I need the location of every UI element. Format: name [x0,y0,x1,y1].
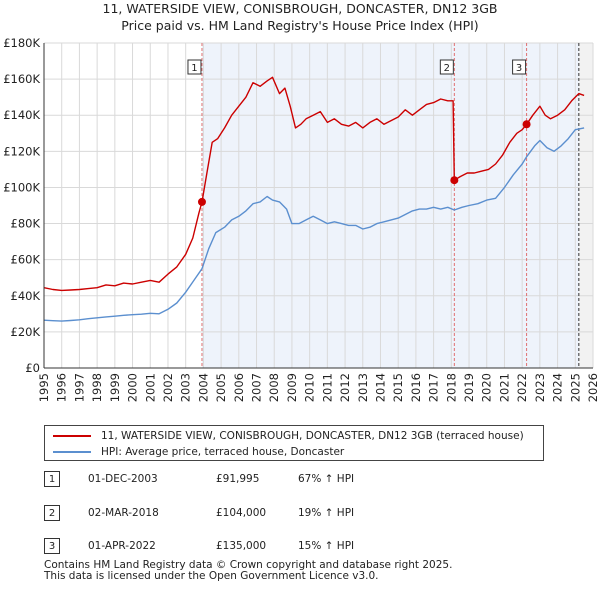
x-tick-label: 2023 [533,373,547,402]
footer: Contains HM Land Registry data © Crown c… [44,560,452,582]
property-price-line [43,76,585,292]
chart-title-line1: 11, WATERSIDE VIEW, CONISBROUGH, DONCAST… [103,1,498,16]
legend-swatch-property [53,435,91,437]
y-tick-label: £180K [3,36,40,50]
legend-swatch-hpi [53,451,91,453]
transaction-hpi-change: 67% ↑ HPI [298,473,355,485]
x-tick-label: 1998 [90,373,104,402]
legend: 11, WATERSIDE VIEW, CONISBROUGH, DONCAST… [44,425,544,461]
x-tick-label: 2026 [586,373,600,402]
transaction-price: £135,000 [216,540,267,552]
x-tick-label: 2019 [462,373,476,402]
sale-marker-label: 1 [191,63,197,74]
sale-marker-box [439,59,454,75]
transaction-row: 2 02-MAR-2018 £104,000 19% ↑ HPI [44,505,374,525]
y-tick-label: £20K [11,325,41,339]
y-tick-label: £80K [11,217,41,231]
transaction-number: 1 [44,471,60,487]
x-tick-label: 2013 [356,373,370,402]
sale-marker-label: 2 [444,63,450,74]
owned-period-shade [201,43,579,368]
transaction-number: 3 [44,538,60,554]
sale-marker-label: 3 [516,63,522,74]
legend-item-property: 11, WATERSIDE VIEW, CONISBROUGH, DONCAST… [53,428,524,444]
sale-marker-box [512,59,527,75]
x-tick-label: 2009 [285,373,299,402]
hpi-line [43,127,585,322]
x-tick-label: 2002 [161,373,175,402]
y-tick-label: £40K [11,289,41,303]
x-tick-label: 2004 [196,373,210,402]
x-tick-label: 2014 [373,373,387,402]
transaction-price: £104,000 [216,507,267,519]
y-tick-label: £120K [3,144,40,158]
x-tick-label: 2011 [320,373,334,402]
x-tick-label: 2000 [126,373,140,402]
x-tick-label: 2006 [232,373,246,402]
x-tick-label: 1995 [37,373,51,402]
legend-label-hpi: HPI: Average price, terraced house, Donc… [101,446,345,458]
x-tick-label: 2005 [214,373,228,402]
y-tick-label: £100K [3,180,40,194]
sale-point [450,176,459,185]
sale-point [197,197,206,206]
legend-item-hpi: HPI: Average price, terraced house, Donc… [53,444,344,460]
x-tick-label: 2007 [250,373,264,402]
future-shade [578,43,593,368]
transaction-date: 01-DEC-2003 [88,473,158,485]
transaction-hpi-change: 19% ↑ HPI [298,507,355,519]
x-tick-label: 2022 [515,373,529,402]
x-tick-label: 2008 [267,373,281,402]
footer-copyright: Contains HM Land Registry data © Crown c… [44,559,453,571]
x-tick-label: 1999 [108,373,122,402]
transaction-date: 02-MAR-2018 [88,507,159,519]
x-tick-label: 2010 [303,373,317,402]
transaction-row: 1 01-DEC-2003 £91,995 67% ↑ HPI [44,471,374,491]
y-tick-label: £160K [3,72,40,86]
footer-licence: This data is licensed under the Open Gov… [44,570,379,582]
x-tick-label: 1996 [55,373,69,402]
x-tick-label: 2024 [551,373,565,402]
y-tick-label: £0 [25,361,40,375]
x-tick-label: 2025 [568,373,582,402]
x-tick-label: 1997 [72,373,86,402]
transaction-row: 3 01-APR-2022 £135,000 15% ↑ HPI [44,538,374,558]
x-tick-label: 2015 [391,373,405,402]
price-chart: 11, WATERSIDE VIEW, CONISBROUGH, DONCAST… [3,1,600,402]
x-tick-label: 2003 [179,373,193,402]
transaction-date: 01-APR-2022 [88,540,156,552]
sale-point [522,120,531,129]
x-tick-label: 2021 [497,373,511,402]
x-tick-label: 2017 [427,373,441,402]
x-tick-label: 2016 [409,373,423,402]
y-tick-label: £140K [3,108,40,122]
chart-title-line2: Price paid vs. HM Land Registry's House … [121,18,478,33]
transaction-price: £91,995 [216,473,260,485]
transaction-hpi-change: 15% ↑ HPI [298,540,355,552]
transaction-number: 2 [44,505,60,521]
x-tick-label: 2001 [143,373,157,402]
legend-label-property: 11, WATERSIDE VIEW, CONISBROUGH, DONCAST… [101,430,524,442]
y-tick-label: £60K [11,253,41,267]
x-tick-label: 2020 [480,373,494,402]
x-tick-label: 2012 [338,373,352,402]
sale-marker-box [187,59,202,75]
x-tick-label: 2018 [444,373,458,402]
